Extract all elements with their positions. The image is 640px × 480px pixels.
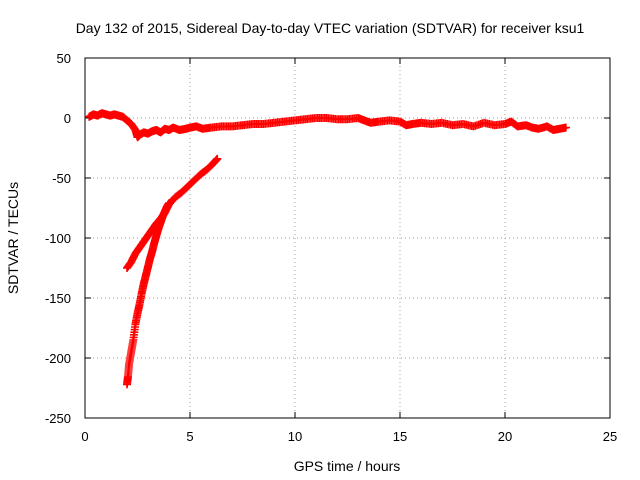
- y-tick-label: 0: [64, 111, 71, 126]
- y-tick-label: -100: [45, 231, 71, 246]
- data-point: [213, 154, 222, 163]
- x-tick-label: 5: [186, 429, 193, 444]
- data-marks: [85, 109, 570, 389]
- y-tick-label: 50: [57, 51, 71, 66]
- y-tick-label: -250: [45, 411, 71, 426]
- x-tick-label: 15: [393, 429, 407, 444]
- chart-title: Day 132 of 2015, Sidereal Day-to-day VTE…: [76, 20, 585, 36]
- y-tick-label: -200: [45, 351, 71, 366]
- x-axis-label: GPS time / hours: [294, 458, 401, 474]
- series-1: [123, 154, 222, 272]
- y-tick-label: -50: [52, 171, 71, 186]
- y-tick-label: -150: [45, 291, 71, 306]
- series-2: [123, 199, 173, 389]
- tick-layer: 0 5 10 15 20 25 50 0 -50 -100 -150 -200 -250: [45, 51, 617, 444]
- y-axis-label: SDTVAR / TECUs: [5, 182, 21, 294]
- x-tick-label: 25: [603, 429, 617, 444]
- data-point: [165, 199, 173, 208]
- x-tick-label: 0: [81, 429, 88, 444]
- x-tick-label: 20: [498, 429, 512, 444]
- data-point: [561, 123, 570, 132]
- plot-frame: [84, 57, 611, 419]
- grid-layer: [85, 58, 610, 418]
- series-0: [85, 109, 570, 142]
- x-tick-label: 10: [288, 429, 302, 444]
